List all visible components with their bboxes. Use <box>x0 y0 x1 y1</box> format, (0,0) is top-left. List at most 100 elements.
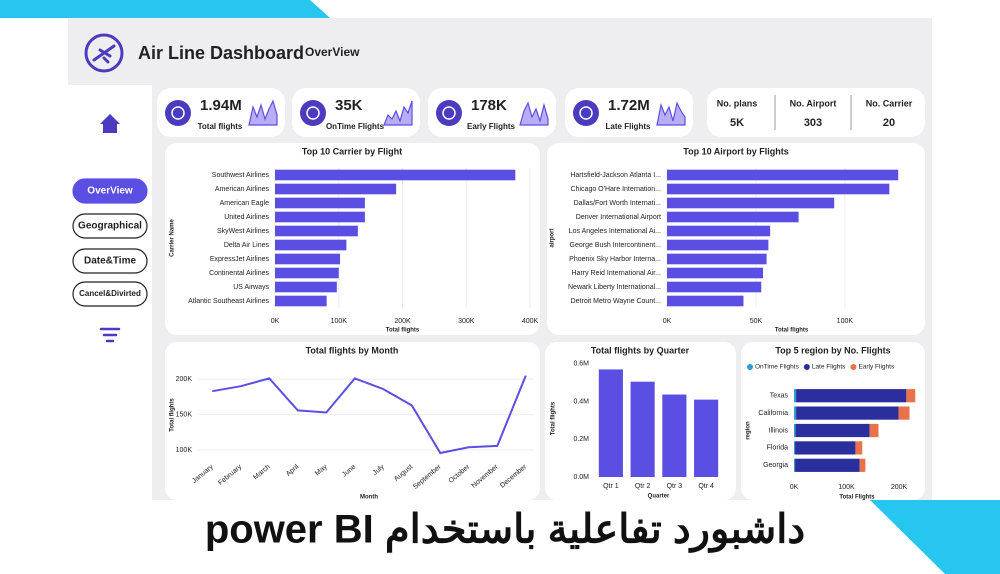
bar <box>667 253 767 265</box>
legend-label: OnTime Flights <box>755 364 800 371</box>
bar <box>667 267 764 279</box>
chart-title: Total flights by Month <box>306 345 399 355</box>
kpi-value: 1.94M <box>200 97 242 114</box>
bar <box>275 267 339 279</box>
y-tick-label: Detroit Metro Wayne Count... <box>571 298 661 305</box>
legend-marker <box>803 364 810 370</box>
x-axis-title: Total Flights <box>839 495 875 501</box>
bar <box>667 169 899 181</box>
y-tick-label: Florida <box>767 445 789 452</box>
bar <box>275 253 341 265</box>
nav-button[interactable] <box>72 281 148 307</box>
y-tick-label: SkyWest Airlines <box>217 228 269 235</box>
summary-card <box>707 88 925 137</box>
x-tick-label: 300K <box>458 318 475 325</box>
bar <box>794 458 796 472</box>
kpi-value: 178K <box>471 97 507 114</box>
y-tick-label: Continental Airlines <box>209 270 269 277</box>
y-tick-label: Atlantic Southeast Airlines <box>188 298 269 305</box>
y-tick-label: George Bush Intercontinent... <box>570 242 661 249</box>
kpi-label: Late Flights <box>606 122 651 131</box>
y-tick-label: 100K <box>176 447 193 454</box>
bar <box>667 295 744 307</box>
bar <box>667 211 799 223</box>
nav-button[interactable] <box>72 213 148 239</box>
nav-button[interactable] <box>72 178 148 204</box>
bar <box>796 406 899 420</box>
y-tick-label: 0.0M <box>573 474 589 481</box>
kpi-icon <box>300 100 326 126</box>
y-tick-label: 0.2M <box>573 436 589 443</box>
bar <box>667 239 769 251</box>
chart-title: Total flights by Quarter <box>591 345 690 355</box>
kpi-icon <box>573 100 599 126</box>
bar <box>275 295 327 307</box>
bar <box>275 239 347 251</box>
y-tick-label: ExpressJet Airlines <box>210 256 270 263</box>
nav-button-label[interactable]: Geographical <box>78 221 142 232</box>
bar <box>667 281 762 293</box>
legend-marker <box>850 364 857 370</box>
bar <box>630 381 655 477</box>
y-tick-label: Georgia <box>763 462 788 469</box>
summary-value: 5K <box>730 117 744 129</box>
dashboard-title: Air Line Dashboard <box>138 43 304 63</box>
x-axis-title: Total flights <box>386 328 420 334</box>
x-axis-title: Quarter <box>648 494 670 500</box>
nav-button-label[interactable]: OverView <box>87 186 133 197</box>
y-tick-label: 200K <box>176 376 193 383</box>
nav-button-label[interactable]: Date&Time <box>84 256 136 267</box>
charts: Top 10 Carrier by Flight Total flights Car… <box>165 143 925 501</box>
kpi-sparkline <box>248 99 278 126</box>
x-tick-label: 0K <box>271 318 280 325</box>
y-tick-label: Texas <box>770 393 789 400</box>
bar <box>796 389 907 403</box>
legend-label: Late Flights <box>812 364 846 371</box>
summary-value: 20 <box>883 117 895 129</box>
y-tick-label: Southwest Airlines <box>212 172 270 179</box>
y-axis-title: region <box>746 421 752 440</box>
kpi-icon-inner <box>306 106 320 120</box>
kpi-value: 1.72M <box>608 97 650 114</box>
y-tick-label: Delta Air Lines <box>224 242 270 249</box>
bar <box>275 183 397 195</box>
summary-label: No. plans <box>717 98 758 108</box>
summary-label: No. Carrier <box>866 98 913 108</box>
chart-title: Top 10 Carrier by Flight <box>302 146 402 156</box>
kpi-icon <box>436 100 462 126</box>
nav-button-label[interactable]: Cancel&Divirted <box>79 289 141 298</box>
nav-button[interactable] <box>72 248 148 274</box>
corner-decoration <box>0 0 330 18</box>
y-tick-label: Illinois <box>769 427 789 434</box>
chart-card <box>165 143 540 335</box>
y-tick-label: 0.4M <box>573 398 589 405</box>
dashboard-subtitle: OverView <box>305 45 360 59</box>
y-tick-label: Harry Reid International Air... <box>572 270 662 277</box>
y-tick-label: California <box>758 410 788 417</box>
home-icon[interactable] <box>100 114 120 133</box>
x-tick-label: 200K <box>891 484 908 491</box>
bar <box>898 406 910 420</box>
x-tick-label: 0K <box>663 318 672 325</box>
kpi-sparkline <box>656 101 686 126</box>
chart-title: Top 5 region by No. Flights <box>775 345 890 355</box>
x-axis-title: Month <box>360 495 378 501</box>
x-axis-title: Total flights <box>775 328 809 334</box>
nav-buttons: OverView Geographical Date&Time Cancel&Divi… <box>72 178 148 307</box>
x-tick-label: 200K <box>394 318 411 325</box>
kpi-sparkline <box>519 101 549 126</box>
bar <box>275 281 337 293</box>
y-tick-label: 0.6M <box>573 361 589 368</box>
y-tick-label: Denver International Airport <box>576 214 661 221</box>
x-tick-label: 50K <box>750 318 763 325</box>
chart-title: Top 10 Airport by Flights <box>683 146 789 156</box>
bar <box>275 225 358 237</box>
summary-value: 303 <box>804 117 822 129</box>
y-axis-title: Carrier Name <box>170 218 176 256</box>
y-tick-label: Newark Liberty International... <box>568 284 661 291</box>
bar <box>598 369 623 477</box>
kpi-icon-inner <box>579 106 593 120</box>
filter-icon[interactable] <box>99 327 121 343</box>
y-axis-title: Total flights <box>551 401 557 435</box>
